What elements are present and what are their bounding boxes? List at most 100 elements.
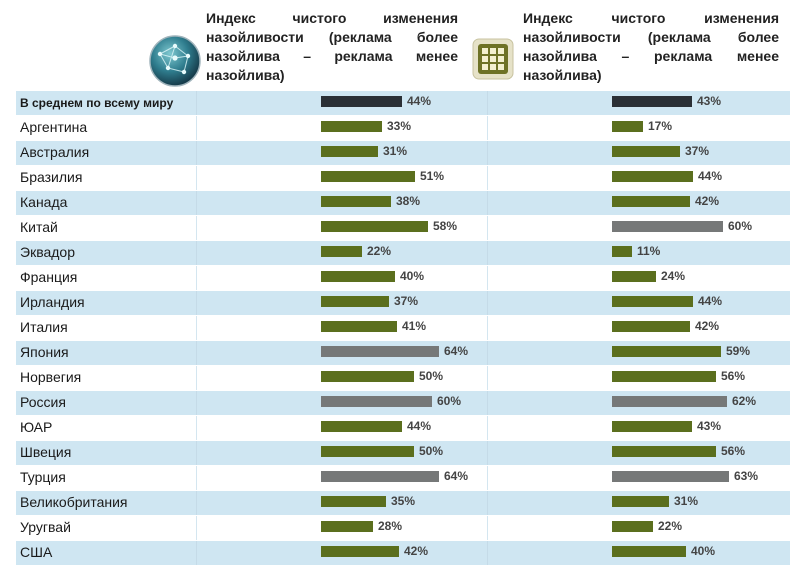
right-value-label: 42% xyxy=(695,194,720,208)
right-bar xyxy=(612,421,692,432)
right-value-label: 56% xyxy=(721,369,746,383)
right-bar xyxy=(612,371,716,382)
country-cell: Турция xyxy=(16,466,197,490)
right-bar xyxy=(612,121,643,132)
left-column-title: Индекс чистого изменения назойливости (р… xyxy=(206,10,458,83)
left-value-label: 51% xyxy=(420,169,445,183)
country-label: Уругвай xyxy=(20,519,71,535)
left-bar xyxy=(321,96,402,107)
right-value-cell: 56% xyxy=(488,366,790,390)
left-value-label: 50% xyxy=(419,444,444,458)
left-value-label: 35% xyxy=(391,494,416,508)
table-row: Аргентина 33% 17% xyxy=(16,116,790,141)
right-value-label: 43% xyxy=(697,94,722,108)
right-value-cell: 17% xyxy=(488,116,790,140)
right-value-label: 44% xyxy=(698,294,723,308)
table-row: Норвегия 50% 56% xyxy=(16,366,790,391)
right-value-label: 11% xyxy=(637,244,661,258)
left-bar xyxy=(321,246,362,257)
country-label: Япония xyxy=(20,344,69,360)
right-value-cell: 42% xyxy=(488,191,790,215)
left-value-label: 50% xyxy=(419,369,444,383)
country-label: ЮАР xyxy=(20,419,53,435)
table-row: Россия 60% 62% xyxy=(16,391,790,416)
right-bar xyxy=(612,346,721,357)
right-bar xyxy=(612,271,656,282)
left-value-cell: 40% xyxy=(197,266,488,290)
right-value-label: 60% xyxy=(728,219,753,233)
right-value-cell: 43% xyxy=(488,416,790,440)
left-value-cell: 58% xyxy=(197,216,488,240)
right-bar xyxy=(612,471,729,482)
left-value-cell: 37% xyxy=(197,291,488,315)
right-value-cell: 42% xyxy=(488,316,790,340)
left-value-cell: 51% xyxy=(197,166,488,190)
right-value-label: 59% xyxy=(726,344,751,358)
left-value-label: 22% xyxy=(367,244,392,258)
country-label: Россия xyxy=(20,394,66,410)
right-value-cell: 59% xyxy=(488,341,790,365)
grid-window-icon xyxy=(472,38,514,80)
left-value-cell: 31% xyxy=(197,141,488,165)
country-label: Великобритания xyxy=(20,494,128,510)
table-row: Великобритания 35% 31% xyxy=(16,491,790,516)
country-label: Австралия xyxy=(20,144,90,160)
country-cell: В среднем по всему миру xyxy=(16,91,197,115)
left-bar xyxy=(321,446,414,457)
right-value-label: 31% xyxy=(674,494,699,508)
left-bar xyxy=(321,271,395,282)
country-label: Бразилия xyxy=(20,169,83,185)
table-row: Турция 64% 63% xyxy=(16,466,790,491)
right-bar xyxy=(612,171,693,182)
right-value-cell: 37% xyxy=(488,141,790,165)
right-value-cell: 56% xyxy=(488,441,790,465)
country-cell: Бразилия xyxy=(16,166,197,190)
table-row: Канада 38% 42% xyxy=(16,191,790,216)
left-value-cell: 64% xyxy=(197,466,488,490)
left-bar xyxy=(321,496,386,507)
bar-table: В среднем по всему миру 44% 43% Аргентина 33… xyxy=(16,91,790,566)
table-row: США 42% 40% xyxy=(16,541,790,566)
country-label: Ирландия xyxy=(20,294,85,310)
right-value-cell: 60% xyxy=(488,216,790,240)
left-bar xyxy=(321,421,402,432)
table-row: Япония 64% 59% xyxy=(16,341,790,366)
right-bar xyxy=(612,521,653,532)
country-cell: США xyxy=(16,541,197,565)
left-value-cell: 42% xyxy=(197,541,488,565)
table-row: Италия 41% 42% xyxy=(16,316,790,341)
left-value-cell: 50% xyxy=(197,366,488,390)
left-value-cell: 44% xyxy=(197,91,488,115)
table-row: Швеция 50% 56% xyxy=(16,441,790,466)
right-value-label: 22% xyxy=(658,519,683,533)
left-bar xyxy=(321,146,378,157)
right-value-cell: 63% xyxy=(488,466,790,490)
country-label: Канада xyxy=(20,194,68,210)
left-value-cell: 60% xyxy=(197,391,488,415)
right-value-label: 42% xyxy=(695,319,720,333)
left-value-label: 31% xyxy=(383,144,408,158)
right-value-label: 63% xyxy=(734,469,759,483)
right-value-label: 37% xyxy=(685,144,710,158)
left-value-label: 37% xyxy=(394,294,419,308)
country-cell: Япония xyxy=(16,341,197,365)
left-value-cell: 22% xyxy=(197,241,488,265)
country-cell: Италия xyxy=(16,316,197,340)
right-bar xyxy=(612,496,669,507)
country-label: Эквадор xyxy=(20,244,75,260)
right-bar xyxy=(612,296,693,307)
country-cell: ЮАР xyxy=(16,416,197,440)
right-value-cell: 24% xyxy=(488,266,790,290)
country-label: Франция xyxy=(20,269,78,285)
country-cell: Эквадор xyxy=(16,241,197,265)
country-label: Китай xyxy=(20,219,58,235)
left-bar xyxy=(321,296,389,307)
country-cell: Великобритания xyxy=(16,491,197,515)
right-bar xyxy=(612,96,692,107)
right-value-label: 17% xyxy=(648,119,673,133)
right-bar xyxy=(612,546,686,557)
left-value-label: 44% xyxy=(407,419,432,433)
right-bar xyxy=(612,221,723,232)
left-value-label: 42% xyxy=(404,544,429,558)
left-value-cell: 35% xyxy=(197,491,488,515)
